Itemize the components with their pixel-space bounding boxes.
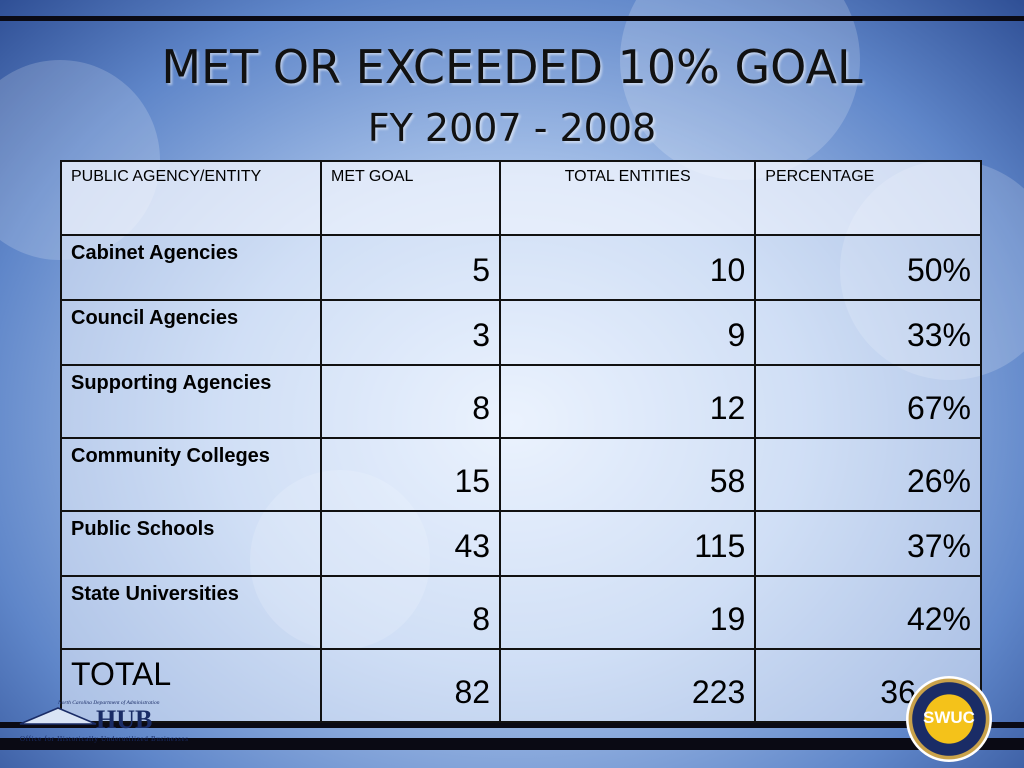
cell: 8 bbox=[319, 364, 502, 439]
cell: 15 bbox=[319, 437, 502, 512]
row-label: Cabinet Agencies bbox=[60, 234, 322, 301]
cell: 9 bbox=[499, 299, 757, 366]
cell: 115 bbox=[499, 510, 757, 577]
cell: 26% bbox=[754, 437, 982, 512]
row-label: State Universities bbox=[60, 575, 322, 650]
table-row: State Universities 8 19 42% bbox=[60, 575, 982, 650]
bottom-bar bbox=[0, 722, 1024, 728]
column-header: PERCENTAGE bbox=[754, 160, 982, 236]
cell: 223 bbox=[499, 648, 757, 723]
title: MET OR EXCEEDED 10% GOAL bbox=[161, 40, 863, 94]
row-label: Public Schools bbox=[60, 510, 322, 577]
cell: 3 bbox=[319, 299, 502, 366]
subtitle: FY 2007 - 2008 bbox=[367, 106, 657, 150]
cell: 42% bbox=[754, 575, 982, 650]
data-table: PUBLIC AGENCY/ENTITY MET GOAL TOTAL ENTITI… bbox=[60, 160, 982, 723]
cell: 82 bbox=[319, 648, 502, 723]
cell: 10 bbox=[499, 234, 757, 301]
swuc-text: SWUC bbox=[923, 708, 975, 727]
cell: 19 bbox=[499, 575, 757, 650]
cell: 37% bbox=[754, 510, 982, 577]
table-row: Supporting Agencies 8 12 67% bbox=[60, 364, 982, 439]
row-label: Community Colleges bbox=[60, 437, 322, 512]
hub-agency: North Carolina Department of Administrat… bbox=[57, 699, 160, 706]
row-label: Council Agencies bbox=[60, 299, 322, 366]
hub-name: HUB bbox=[96, 705, 152, 734]
header-row: PUBLIC AGENCY/ENTITY MET GOAL TOTAL ENTITI… bbox=[60, 160, 982, 236]
cell: 8 bbox=[319, 575, 502, 650]
cell: 33% bbox=[754, 299, 982, 366]
table-row: Council Agencies 3 9 33% bbox=[60, 299, 982, 366]
cell: 58 bbox=[499, 437, 757, 512]
row-label: Supporting Agencies bbox=[60, 364, 322, 439]
table-row: TOTAL8222336.8% bbox=[60, 648, 982, 723]
cell: 5 bbox=[319, 234, 502, 301]
cell: 12 bbox=[499, 364, 757, 439]
swuc-logo: SWUC bbox=[906, 676, 992, 762]
column-header: TOTAL ENTITIES bbox=[499, 160, 757, 236]
column-header: MET GOAL bbox=[319, 160, 502, 236]
column-header: PUBLIC AGENCY/ENTITY bbox=[60, 160, 322, 236]
hub-logo: North Carolina Department of Administrat… bbox=[19, 699, 188, 743]
hub-office: Office for Historically Underutilized Bu… bbox=[20, 735, 188, 743]
table-row: Public Schools 43 115 37% bbox=[60, 510, 982, 577]
top-bar bbox=[0, 16, 1024, 21]
logo-roof bbox=[19, 707, 97, 725]
table-row: Community Colleges 15 58 26% bbox=[60, 437, 982, 512]
cell: 43 bbox=[319, 510, 502, 577]
row-label: TOTAL bbox=[60, 648, 322, 723]
cell: 50% bbox=[754, 234, 982, 301]
bottom-bar bbox=[0, 738, 1024, 750]
table-row: Cabinet Agencies 5 10 50% bbox=[60, 234, 982, 301]
cell: 67% bbox=[754, 364, 982, 439]
